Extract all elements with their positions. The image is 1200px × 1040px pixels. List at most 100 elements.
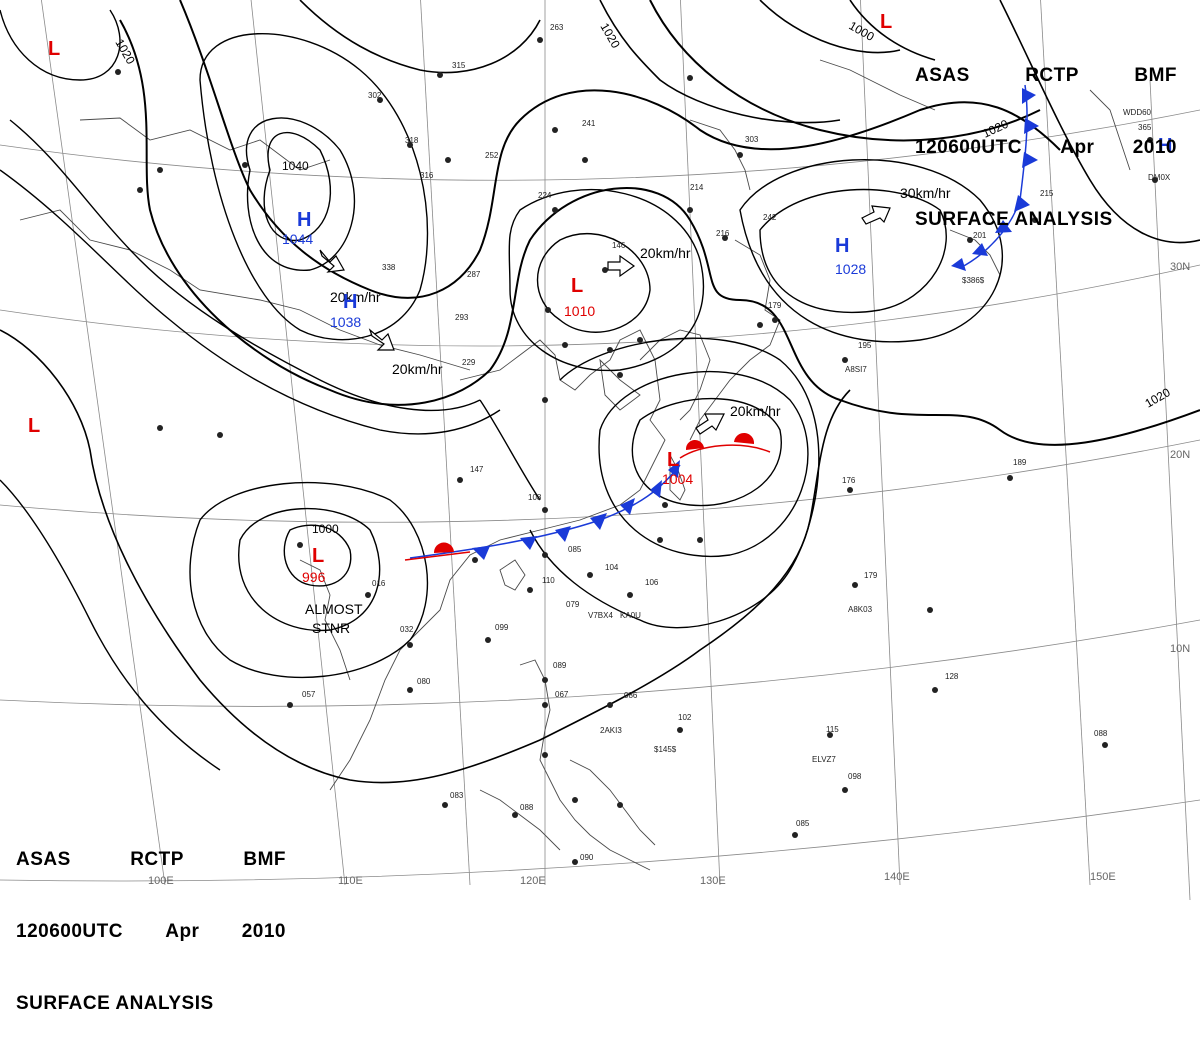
header-line-3: SURFACE ANALYSIS <box>915 208 1177 232</box>
lon-label: 100E <box>148 875 174 887</box>
station-number: 315 <box>452 61 466 70</box>
header-line-3: SURFACE ANALYSIS <box>16 992 286 1016</box>
station-number: 104 <box>605 563 619 572</box>
header-time: 120600UTC <box>915 137 1022 158</box>
status-line-2: STNR <box>312 620 350 636</box>
header-title: SURFACE ANALYSIS <box>915 209 1113 230</box>
station-code: $145$ <box>654 745 677 754</box>
station-number: 016 <box>372 579 386 588</box>
station-markers <box>115 37 1158 865</box>
station-code: V7BX4 <box>588 611 613 620</box>
station-code: ELVZ7 <box>812 755 836 764</box>
high-pressure-center-ne: H <box>1158 135 1172 157</box>
station-number: 085 <box>568 545 582 554</box>
header-month: Apr <box>1060 137 1095 158</box>
station-number: 108 <box>528 493 542 502</box>
high-pressure-center-1028: H 1028 <box>835 235 866 277</box>
motion-label: 20km/hr <box>330 289 381 305</box>
header-product: ASAS <box>16 849 71 870</box>
lon-label: 120E <box>520 875 546 887</box>
station-numbers: 315 302 318 252 241 263 224 214 216 242 … <box>302 23 1152 862</box>
station-number: 263 <box>550 23 564 32</box>
station-number: 303 <box>745 135 759 144</box>
station-code: DM0X <box>1148 173 1171 182</box>
station-number: 241 <box>582 119 596 128</box>
central-pressure: 1038 <box>330 314 361 330</box>
motion-arrow-1 <box>319 249 345 273</box>
motion-labels: 20km/hr 20km/hr 20km/hr 30km/hr 20km/hr <box>330 185 951 419</box>
graticule-labels: 100E 110E 120E 130E 140E 150E 30N 20N 10… <box>148 261 1190 887</box>
header-type: BMF <box>243 849 286 870</box>
central-pressure: 996 <box>302 569 326 585</box>
status-label: ALMOST STNR <box>305 601 363 636</box>
lon-label: 150E <box>1090 871 1116 883</box>
station-number: 318 <box>405 136 419 145</box>
station-number: 214 <box>690 183 704 192</box>
pressure-letter: H <box>297 209 311 231</box>
motion-label: 20km/hr <box>640 245 691 261</box>
pressure-letter: L <box>312 545 324 567</box>
header-month: Apr <box>165 921 200 942</box>
motion-arrow-5 <box>695 413 725 435</box>
central-pressure: 1044 <box>282 231 313 247</box>
station-number: 215 <box>1040 189 1054 198</box>
station-number: 176 <box>842 476 856 485</box>
motion-arrow-3 <box>607 254 636 278</box>
station-number: 195 <box>858 341 872 350</box>
central-pressure: 1028 <box>835 261 866 277</box>
header-center: RCTP <box>1025 65 1079 86</box>
header-center: RCTP <box>130 849 184 870</box>
header-year: 2010 <box>1132 137 1177 158</box>
isobar-label: 1000 <box>312 522 339 536</box>
isobar-label: 1020 <box>112 37 138 67</box>
isobar-label: 1020 <box>1143 385 1173 411</box>
station-number: 316 <box>420 171 434 180</box>
pressure-systems: L L L H 1044 H 1038 L 1010 H 1028 L 1004… <box>28 11 1172 585</box>
station-number: 293 <box>455 313 469 322</box>
header-year: 2010 <box>241 921 286 942</box>
lon-label: 140E <box>884 871 910 883</box>
pressure-letter: H <box>343 291 357 313</box>
motion-arrows <box>319 205 891 435</box>
cold-front-east-barbs <box>951 88 1039 271</box>
warm-front-west <box>404 551 471 561</box>
lat-label: 30N <box>1170 261 1190 273</box>
lon-label: 110E <box>338 875 363 887</box>
station-number: 179 <box>864 571 878 580</box>
station-number: 179 <box>768 301 782 310</box>
isobar-label: 1000 <box>847 18 877 44</box>
pressure-letter: L <box>571 275 583 297</box>
station-number: 115 <box>826 725 839 734</box>
low-pressure-center-ne: L <box>880 11 892 33</box>
station-number: 086 <box>624 691 638 700</box>
pressure-letter: H <box>835 235 849 257</box>
motion-arrow-4 <box>861 205 891 225</box>
chart-header-top: ASAS RCTP BMF 120600UTC Apr 2010 SURFACE… <box>915 16 1177 256</box>
high-pressure-center-1038: H 1038 <box>330 291 361 330</box>
station-number: 110 <box>542 576 555 585</box>
station-number: 147 <box>470 465 484 474</box>
status-line-1: ALMOST <box>305 601 363 617</box>
motion-label: 30km/hr <box>900 185 951 201</box>
header-type: BMF <box>1134 65 1177 86</box>
isobar-label: 1020 <box>597 21 623 51</box>
station-number: 088 <box>1094 729 1108 738</box>
warm-front-bumps <box>433 432 755 553</box>
station-codes: A8SI7 A8K03 ELVZ7 2AKI3 $145$ V7BX4 KA0U… <box>588 108 1171 764</box>
station-number: 032 <box>400 625 414 634</box>
station-number: 189 <box>1013 458 1027 467</box>
low-pressure-center-w: L <box>28 415 40 437</box>
header-title: SURFACE ANALYSIS <box>16 993 214 1014</box>
header-line-1: ASAS RCTP BMF <box>16 848 286 872</box>
station-number: 057 <box>302 690 316 699</box>
pressure-letter: L <box>48 38 60 60</box>
station-number: 146 <box>612 241 626 250</box>
station-number: 083 <box>450 791 464 800</box>
central-pressure: 1010 <box>564 303 595 319</box>
pressure-letter: H <box>1158 135 1172 157</box>
station-number: 102 <box>678 713 692 722</box>
station-code: WDD60 <box>1123 108 1152 117</box>
motion-label: 20km/hr <box>730 403 781 419</box>
station-code: 2AKI3 <box>600 726 622 735</box>
cold-front-barbs <box>472 460 680 560</box>
